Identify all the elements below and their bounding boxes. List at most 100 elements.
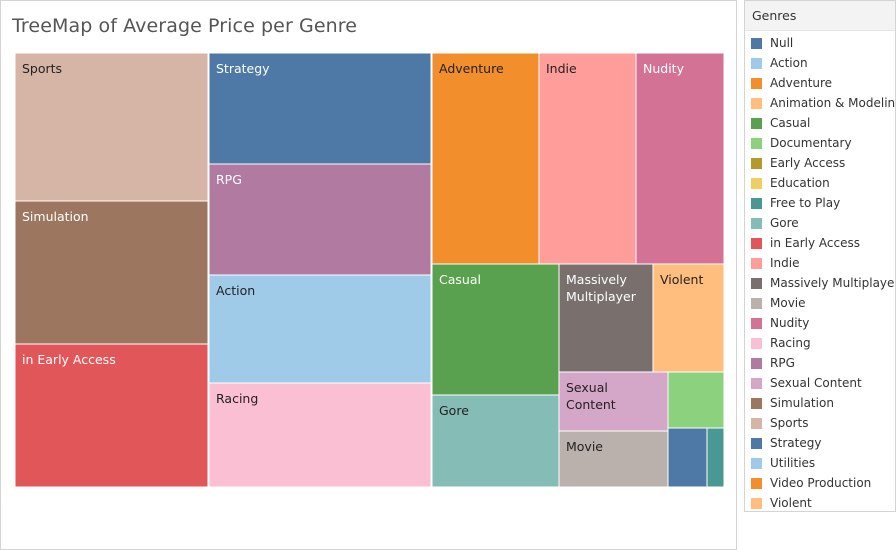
treemap-tile-label: Movie [566,439,603,454]
legend-swatch [751,117,762,129]
legend-item[interactable]: Education [745,173,895,193]
legend-swatch [751,197,762,209]
legend-label: Nudity [770,316,810,330]
treemap-tile[interactable]: RPG [208,163,432,276]
legend-item[interactable]: Sexual Content [745,373,895,393]
treemap-tile-rect[interactable] [431,263,560,396]
legend-item[interactable]: Movie [745,293,895,313]
legend-item[interactable]: Documentary [745,133,895,153]
legend-item[interactable]: Racing [745,333,895,353]
legend-item[interactable]: Early Access [745,153,895,173]
treemap-tile-rect[interactable] [706,427,725,488]
legend-swatch [751,357,762,369]
legend-item[interactable]: Adventure [745,73,895,93]
legend-panel: Genres Null Action Adventure Animation & Mo… [744,0,896,512]
legend-label: Sexual Content [770,376,862,390]
treemap-tile[interactable]: Action [208,274,432,384]
legend-label: Adventure [770,76,833,90]
legend-label: Gore [770,216,799,230]
treemap-tile-label: Simulation [22,209,89,224]
treemap-tile-rect[interactable] [14,200,209,345]
treemap-tile[interactable]: Massively Multiplayer [558,263,654,373]
legend-label: Utilities [770,456,816,470]
treemap-tile-rect[interactable] [652,263,725,373]
treemap-tile[interactable]: Racing [208,382,432,488]
legend-swatch [751,57,762,69]
legend-label: Violent [770,496,812,510]
legend-label: Video Production [770,476,872,490]
treemap-tile-rect[interactable] [635,52,725,265]
treemap-tile-rect[interactable] [208,382,432,488]
legend-swatch [751,277,762,289]
treemap-tile-label: in Early Access [22,352,116,367]
treemap-tile-rect[interactable] [208,52,432,165]
legend-item[interactable]: Utilities [745,453,895,473]
treemap-tile[interactable]: Violent [652,263,725,373]
legend-label: Free to Play [770,196,841,210]
legend-swatch [751,77,762,89]
treemap-tile-rect[interactable] [538,52,637,265]
treemap-tile[interactable]: Strategy [208,52,432,165]
legend-item[interactable]: Animation & Modeling [745,93,895,113]
treemap-tile[interactable]: Movie [558,430,669,488]
treemap-tile-rect[interactable] [431,394,560,488]
legend-label: Racing [770,336,811,350]
treemap-tile[interactable] [706,427,725,488]
legend-item[interactable]: Null [745,33,895,53]
legend-label: Indie [770,256,800,270]
legend-label: Sports [770,416,809,430]
legend-item[interactable]: in Early Access [745,233,895,253]
legend-swatch [751,297,762,309]
treemap-tile-label: Gore [439,403,469,418]
legend-swatch [751,497,762,509]
legend-item[interactable]: Indie [745,253,895,273]
treemap-tile[interactable]: Gore [431,394,560,488]
legend-label: Massively Multiplayer [770,276,896,290]
legend-item[interactable]: Video Production [745,473,895,493]
treemap-tile-label: Sports [22,61,62,76]
treemap-tile[interactable]: Nudity [635,52,725,265]
legend-item[interactable]: Nudity [745,313,895,333]
legend-swatch [751,217,762,229]
legend-swatch [751,137,762,149]
treemap-tile-rect[interactable] [14,52,209,202]
treemap-tile[interactable]: Sexual Content [558,371,669,432]
treemap-tile-rect[interactable] [208,274,432,384]
treemap-tile[interactable] [667,371,725,429]
legend-item[interactable]: Gore [745,213,895,233]
legend-label: Casual [770,116,811,130]
legend-swatch [751,237,762,249]
chart-title: TreeMap of Average Price per Genre [12,15,358,37]
treemap-tile-rect[interactable] [208,163,432,276]
treemap-tile-rect[interactable] [14,343,209,488]
treemap-tile[interactable]: in Early Access [14,343,209,488]
legend-swatch [751,377,762,389]
legend-item[interactable]: Strategy [745,433,895,453]
treemap-tile-label: Nudity [643,61,685,76]
legend-item[interactable]: Casual [745,113,895,133]
legend-item[interactable]: Action [745,53,895,73]
treemap-tile[interactable]: Sports [14,52,209,202]
legend-swatch [751,37,762,49]
legend-item[interactable]: Massively Multiplayer [745,273,895,293]
treemap-tile-label: Sexual Content [566,380,616,412]
legend-item[interactable]: RPG [745,353,895,373]
treemap-tile-label: Action [216,283,255,298]
treemap-tile[interactable]: Casual [431,263,560,396]
treemap-tile[interactable] [667,427,708,488]
legend-label: Simulation [770,396,834,410]
treemap-tile-rect[interactable] [667,427,708,488]
legend-item[interactable]: Free to Play [745,193,895,213]
treemap-tile-rect[interactable] [431,52,540,265]
treemap-tile-rect[interactable] [667,371,725,429]
treemap-tile-label: Racing [216,391,258,406]
legend-item[interactable]: Violent [745,493,895,511]
treemap-tile[interactable]: Adventure [431,52,540,265]
treemap-tile[interactable]: Simulation [14,200,209,345]
legend-item[interactable]: Sports [745,413,895,433]
treemap-tile-label: RPG [216,172,242,187]
treemap-tile-rect[interactable] [558,430,669,488]
legend-label: Education [770,176,830,190]
legend-item[interactable]: Simulation [745,393,895,413]
treemap-tile[interactable]: Indie [538,52,637,265]
